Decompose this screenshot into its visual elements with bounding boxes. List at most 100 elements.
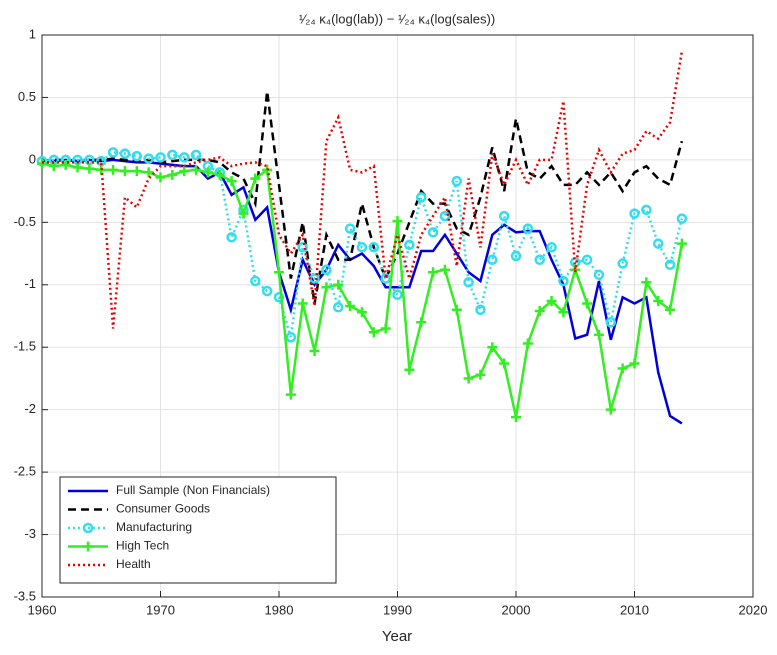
- marker: [238, 208, 249, 219]
- x-tick-label: 2020: [739, 602, 768, 617]
- x-tick-label: 2010: [620, 602, 649, 617]
- marker: [84, 163, 95, 174]
- marker: [522, 223, 534, 234]
- marker: [629, 208, 640, 219]
- marker: [427, 227, 439, 238]
- series-line: [41, 158, 683, 425]
- marker: [250, 173, 261, 184]
- y-tick-label: -0.5: [14, 214, 36, 229]
- marker: [108, 164, 119, 175]
- marker: [119, 148, 131, 159]
- marker: [345, 301, 356, 312]
- legend-label: Full Sample (Non Financials): [116, 483, 270, 497]
- marker: [155, 172, 166, 183]
- marker: [190, 149, 202, 161]
- x-axis-label: Year: [382, 628, 412, 645]
- marker: [475, 304, 486, 316]
- marker: [546, 296, 557, 307]
- marker: [439, 210, 451, 222]
- marker: [487, 254, 498, 266]
- legend-box: [59, 476, 337, 584]
- y-tick-label: -2.5: [14, 464, 36, 479]
- marker: [107, 147, 119, 158]
- marker: [534, 254, 545, 266]
- marker: [617, 258, 628, 269]
- series-line: [42, 51, 684, 329]
- x-tick-label: 1980: [265, 602, 294, 617]
- marker: [487, 342, 498, 353]
- marker: [356, 242, 368, 253]
- marker: [641, 277, 652, 288]
- marker: [309, 345, 320, 356]
- marker: [143, 153, 154, 164]
- marker: [665, 304, 676, 315]
- marker: [380, 323, 391, 334]
- y-tick-label: 1: [29, 26, 36, 41]
- marker: [522, 338, 533, 349]
- marker: [131, 150, 143, 162]
- marker: [428, 267, 439, 278]
- marker: [653, 296, 664, 307]
- marker: [356, 307, 367, 318]
- marker: [617, 363, 628, 374]
- marker: [60, 159, 71, 170]
- marker: [593, 269, 605, 281]
- marker: [581, 254, 593, 266]
- marker: [605, 404, 616, 415]
- marker: [273, 292, 285, 303]
- marker: [676, 213, 688, 224]
- marker: [510, 250, 522, 262]
- marker: [629, 358, 640, 369]
- marker: [605, 316, 617, 328]
- legend-label: Consumer Goods: [116, 502, 210, 516]
- marker: [72, 162, 83, 173]
- marker: [131, 166, 142, 177]
- marker: [439, 264, 450, 275]
- y-tick-label: 0: [29, 151, 36, 166]
- y-tick-label: -3.5: [14, 588, 36, 603]
- marker: [321, 264, 332, 276]
- marker: [641, 204, 652, 216]
- legend: Full Sample (Non Financials) Consumer Goo…: [59, 476, 337, 584]
- marker: [593, 329, 604, 340]
- marker: [297, 298, 308, 309]
- marker: [582, 298, 593, 309]
- x-tick-label: 1990: [383, 602, 412, 617]
- marker: [499, 358, 510, 369]
- marker: [274, 267, 284, 278]
- marker: [178, 152, 190, 163]
- marker: [226, 176, 237, 187]
- y-tick-label: -1: [24, 276, 36, 291]
- y-tick-label: 0.5: [18, 89, 36, 104]
- marker: [546, 242, 557, 253]
- legend-label: High Tech: [116, 539, 169, 553]
- marker: [368, 242, 380, 253]
- marker: [202, 167, 213, 178]
- marker: [167, 149, 178, 161]
- y-tick-label: -2: [24, 401, 36, 416]
- marker: [297, 242, 308, 253]
- marker: [285, 331, 297, 343]
- marker: [321, 282, 332, 293]
- marker: [652, 238, 664, 249]
- marker: [392, 216, 403, 227]
- marker: [167, 169, 178, 180]
- marker: [285, 389, 296, 400]
- marker: [463, 277, 474, 288]
- x-tick-label: 1970: [146, 602, 175, 617]
- y-tick-label: -3: [24, 526, 36, 541]
- marker: [498, 210, 510, 222]
- plot-frame: [41, 34, 754, 598]
- marker: [558, 275, 569, 287]
- marker: [333, 302, 344, 313]
- chart-title: ¹⁄₂₄ κ₄(log(lab)) − ¹⁄₂₄ κ₄(log(sales)): [299, 11, 495, 26]
- marker: [558, 307, 569, 318]
- marker: [179, 166, 190, 177]
- marker: [368, 327, 379, 338]
- marker: [534, 306, 545, 317]
- marker: [392, 289, 403, 301]
- marker: [344, 223, 356, 234]
- marker: [261, 285, 273, 297]
- marker: [226, 232, 237, 243]
